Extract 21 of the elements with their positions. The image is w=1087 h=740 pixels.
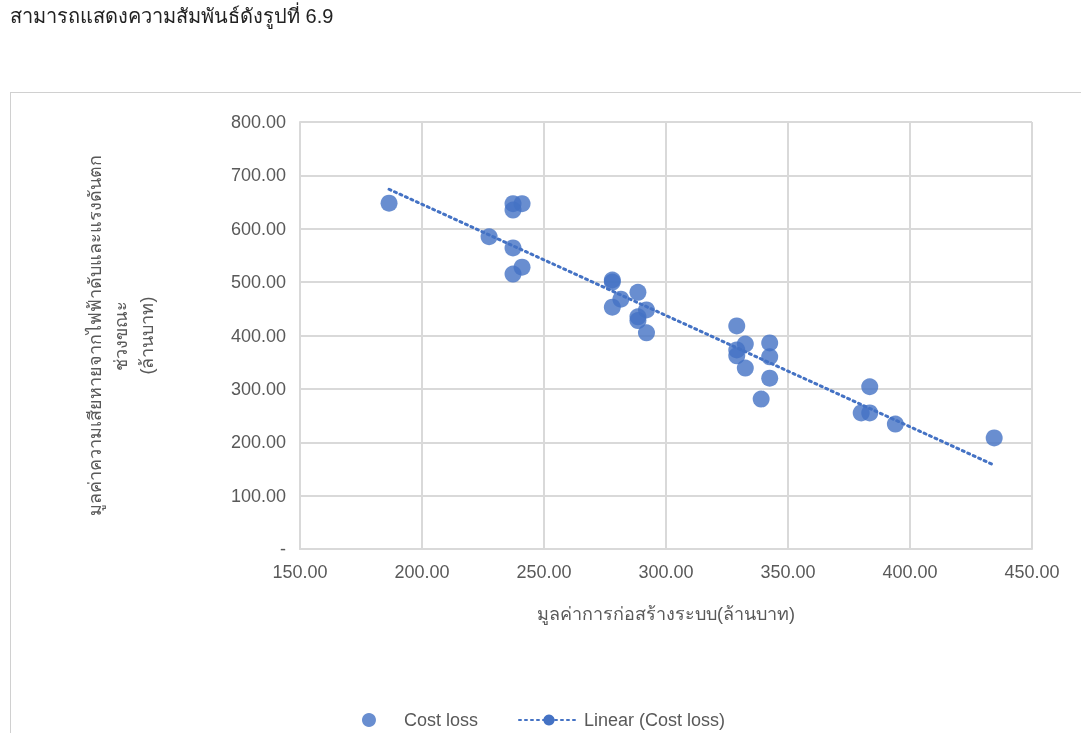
x-tick-label: 150.00 [272, 562, 328, 582]
text: สามารถแสดงความสัมพันธ์ดังรูปที่ 6.9 [10, 1, 334, 31]
y-tick-label: 800.00 [230, 112, 286, 132]
y-tick-label: 400.00 [230, 325, 286, 346]
x-tick-label: 250.00 [516, 562, 572, 582]
legend-label: Linear (Cost loss) [583, 710, 726, 730]
y-tick-label: - [280, 539, 286, 559]
y-axis-title: มูลค่าความเสียหายจากไฟฟ้าดับและแรงดันตก ช่วงขณะ (ล้านบาท) [84, 155, 157, 516]
x-tick-label: 200.00 [394, 562, 450, 582]
x-tick-label: 400.00 [882, 562, 938, 582]
y-tick-label: 700.00 [230, 165, 286, 186]
x-tick-label: 300.00 [638, 562, 694, 582]
y-tick-label: 600.00 [230, 218, 286, 239]
y-tick-label: 100.00 [230, 485, 286, 506]
x-tick-label: 350.00 [760, 562, 816, 582]
y-tick-label: 500.00 [230, 272, 286, 293]
legend-label: Cost loss [403, 710, 478, 730]
x-axis-title: มูลค่าการก่อสร้างระบบ(ล้านบาท) [537, 604, 795, 625]
x-tick-label: 450.00 [1004, 562, 1060, 582]
y-tick-label: 200.00 [230, 432, 286, 453]
y-tick-label: 300.00 [230, 378, 286, 399]
